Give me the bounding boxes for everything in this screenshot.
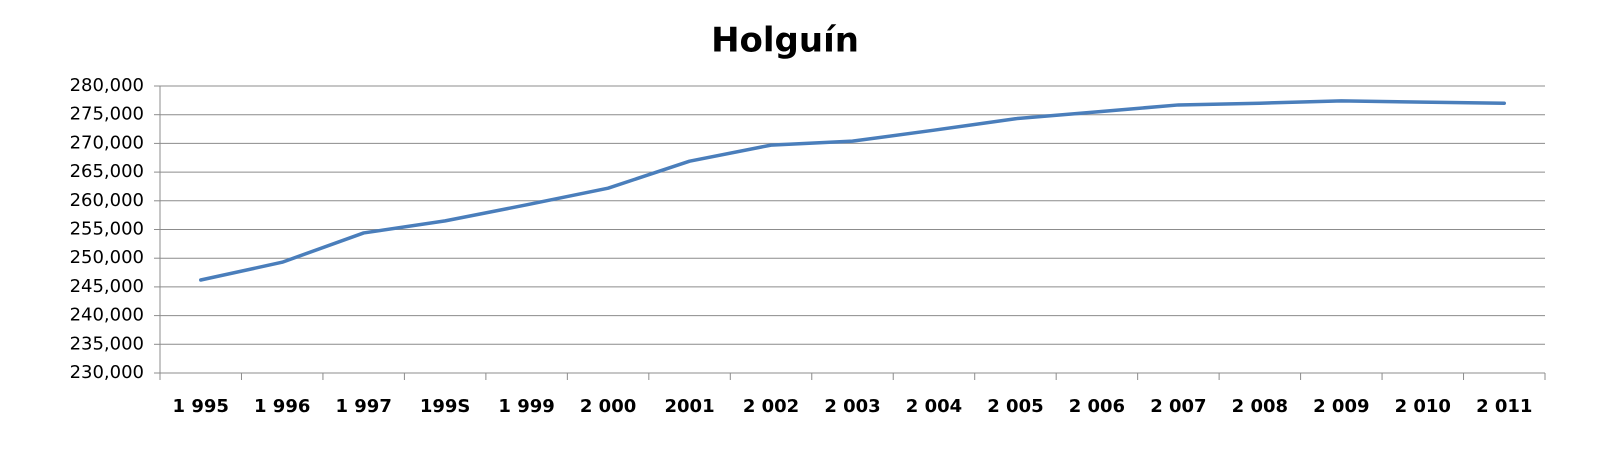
x-tick-label: 1 995 xyxy=(173,396,229,417)
x-tick-label: 2 003 xyxy=(824,396,880,417)
y-tick-label: 275,000 xyxy=(70,104,144,125)
chart-title: Holguín xyxy=(711,21,859,61)
x-tick-label: 1 999 xyxy=(498,396,554,417)
x-tick-label: 2 009 xyxy=(1313,396,1369,417)
x-tick-label: 2 004 xyxy=(906,396,962,417)
x-tick-label: 2 011 xyxy=(1476,396,1532,417)
x-tick-label: 2 005 xyxy=(987,396,1043,417)
x-tick-label: 2 010 xyxy=(1395,396,1451,417)
y-tick-label: 265,000 xyxy=(70,161,144,182)
x-tick-label: 2 008 xyxy=(1232,396,1288,417)
x-tick-label: 2 002 xyxy=(743,396,799,417)
y-tick-label: 230,000 xyxy=(70,362,144,383)
x-tick-label: 2 000 xyxy=(580,396,636,417)
y-tick-label: 255,000 xyxy=(70,219,144,240)
x-tick-label: 2 006 xyxy=(1069,396,1125,417)
y-tick-label: 240,000 xyxy=(70,305,144,326)
x-tick-label: 2 007 xyxy=(1150,396,1206,417)
y-tick-label: 245,000 xyxy=(70,276,144,297)
x-tick-label: 2001 xyxy=(665,396,715,417)
y-tick-label: 260,000 xyxy=(70,190,144,211)
x-tick-label: 1 996 xyxy=(254,396,310,417)
y-tick-label: 250,000 xyxy=(70,247,144,268)
y-tick-label: 270,000 xyxy=(70,132,144,153)
data-line xyxy=(198,99,1507,282)
y-tick-label: 280,000 xyxy=(70,75,144,96)
x-tick-label: 199S xyxy=(420,396,471,417)
x-tick-label: 1 997 xyxy=(335,396,391,417)
y-tick-label: 235,000 xyxy=(70,333,144,354)
